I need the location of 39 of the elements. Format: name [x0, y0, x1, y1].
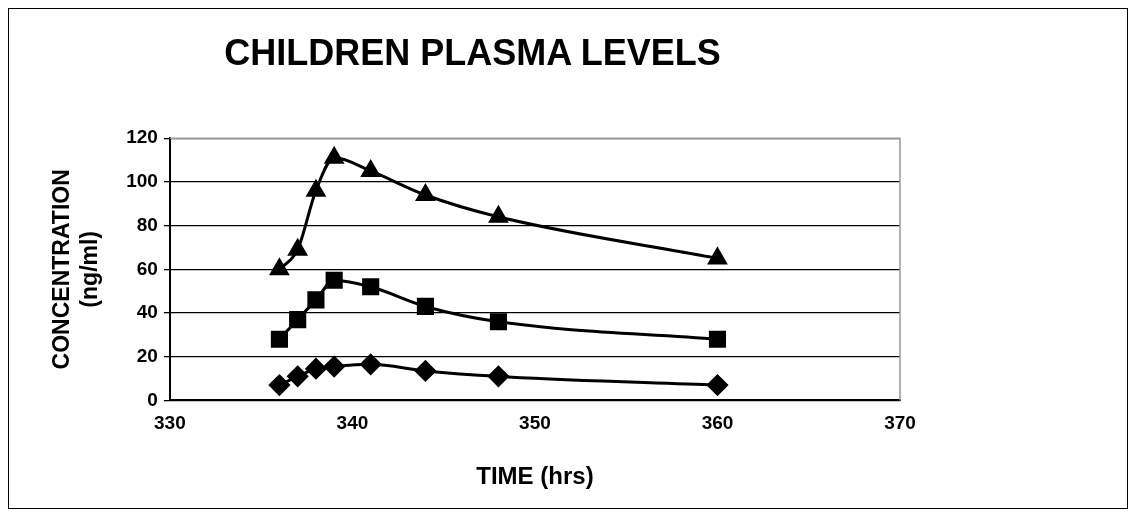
point [289, 310, 307, 329]
y-tick-label: 120 [126, 126, 158, 148]
point [306, 180, 326, 197]
point [361, 160, 380, 177]
point [325, 271, 343, 289]
x-tick-label: 330 [154, 412, 186, 434]
x-axis-title: TIME (hrs) [476, 462, 594, 490]
x-tick-label: 350 [519, 412, 551, 434]
x-tick-label: 340 [336, 412, 369, 434]
y-axis-title: CONCENTRATION (ng/ml) [48, 169, 102, 370]
y-tick-label: 20 [136, 344, 158, 366]
x-tick-label: 370 [884, 412, 916, 434]
point [489, 313, 508, 331]
point [416, 297, 435, 316]
point [288, 239, 307, 256]
point [487, 365, 509, 387]
point [706, 374, 728, 396]
point [414, 360, 436, 382]
point [268, 374, 290, 396]
point [362, 278, 380, 296]
point [708, 247, 727, 265]
point [324, 147, 344, 164]
point [416, 184, 435, 202]
point [708, 330, 727, 348]
y-tick-label: 0 [147, 388, 158, 410]
x-tick-label: 360 [701, 412, 734, 434]
y-tick-label: 100 [126, 170, 158, 192]
chart-title: CHILDREN PLASMA LEVELS [224, 31, 721, 73]
point [305, 358, 327, 380]
point [489, 206, 508, 223]
point [270, 258, 289, 276]
y-tick-label: 80 [136, 213, 158, 235]
point [360, 353, 382, 375]
point [307, 291, 325, 309]
point [270, 330, 288, 348]
point [323, 356, 345, 378]
y-tick-label: 40 [136, 301, 158, 323]
point [287, 365, 309, 387]
y-tick-label: 60 [136, 257, 158, 279]
